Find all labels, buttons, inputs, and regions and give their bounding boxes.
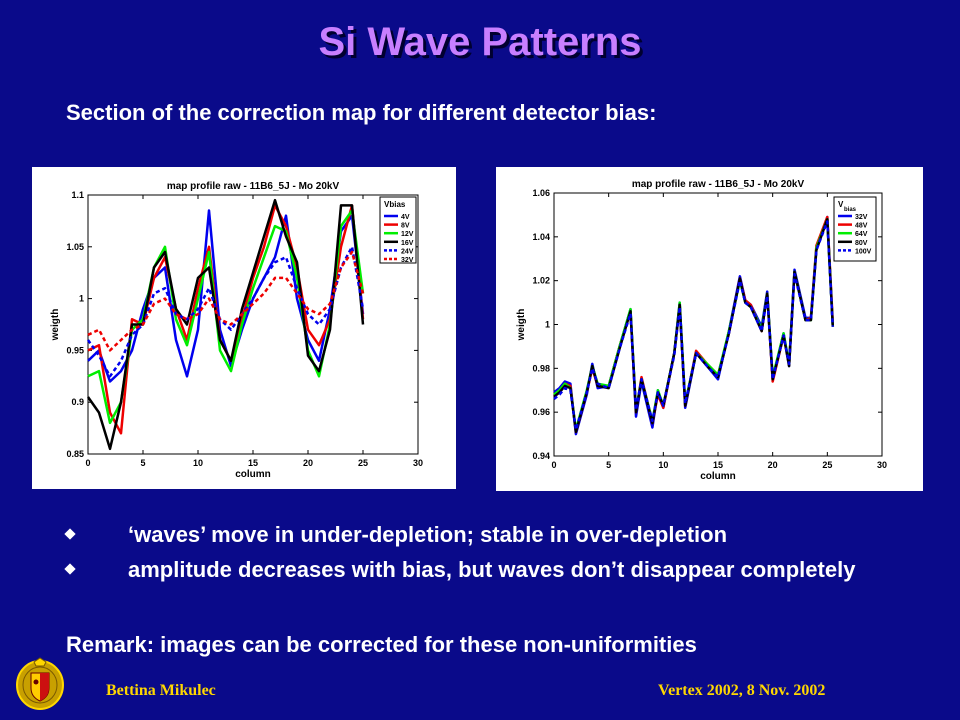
y-axis-label: weigth: [516, 309, 527, 342]
university-seal-logo-icon: [16, 657, 64, 710]
y-tick-label: 1.1: [71, 190, 84, 200]
y-tick-label: 1: [79, 294, 84, 304]
x-tick-label: 20: [303, 458, 313, 468]
footer-author: Bettina Mikulec: [106, 682, 216, 699]
legend-title: V: [838, 200, 844, 209]
x-tick-label: 15: [248, 458, 258, 468]
y-tick-label: 1.02: [532, 276, 550, 286]
y-tick-label: 1: [545, 320, 550, 330]
slide-subtitle: Section of the correction map for differ…: [66, 100, 657, 125]
x-tick-label: 15: [713, 460, 723, 470]
chart-right: map profile raw - 11B6_5J - Mo 20kV 0 5 10 1…: [516, 179, 887, 482]
legend-entry: 4V: [401, 214, 410, 221]
x-tick-label: 30: [413, 458, 423, 468]
chart-left: map profile raw - 11B6_5J - Mo 20kV 0 5 10 1…: [50, 181, 423, 480]
chart-left-panel: map profile raw - 11B6_5J - Mo 20kV 0 5 10 1…: [32, 167, 456, 489]
legend-entry: 32V: [855, 214, 868, 221]
x-tick-label: 30: [877, 460, 887, 470]
x-tick-label: 10: [193, 458, 203, 468]
legend-entry: 16V: [401, 240, 414, 247]
y-tick-label: 1.05: [66, 242, 84, 252]
x-tick-label: 5: [140, 458, 145, 468]
chart-title: map profile raw - 11B6_5J - Mo 20kV: [632, 179, 805, 190]
x-tick-label: 20: [768, 460, 778, 470]
y-tick-label: 0.9: [71, 397, 84, 407]
legend-entry: 24V: [401, 248, 414, 255]
y-tick-label: 0.85: [66, 449, 84, 459]
series-line-16V: [86, 198, 365, 451]
y-tick-label: 1.04: [532, 232, 550, 242]
footer-event: Vertex 2002, 8 Nov. 2002: [658, 682, 826, 699]
bullet-list: ‘waves’ move in under-depletion; stable …: [64, 522, 926, 592]
y-tick-label: 0.94: [532, 451, 550, 461]
y-tick-label: 0.96: [532, 407, 550, 417]
legend-title-subscript: bias: [844, 207, 857, 213]
x-tick-label: 25: [822, 460, 832, 470]
bullet-text: ‘waves’ move in under-depletion; stable …: [128, 522, 728, 547]
bullet-item: amplitude decreases with bias, but waves…: [64, 557, 926, 582]
legend-title: Vbias: [384, 200, 406, 209]
legend-entry: 100V: [855, 248, 872, 255]
chart-right-panel: map profile raw - 11B6_5J - Mo 20kV 0 5 10 1…: [496, 167, 923, 491]
diamond-bullet-icon: [64, 563, 76, 575]
y-tick-label: 0.95: [66, 345, 84, 355]
x-axis-label: column: [235, 469, 271, 480]
legend-entry: 64V: [855, 231, 868, 238]
series-line-24V: [86, 245, 365, 378]
bullet-text: amplitude decreases with bias, but waves…: [128, 557, 856, 582]
x-tick-label: 0: [85, 458, 90, 468]
series-line-12V: [87, 209, 365, 425]
legend-entry: 48V: [855, 223, 868, 230]
x-axis-label: column: [700, 471, 736, 482]
bullet-item: ‘waves’ move in under-depletion; stable …: [64, 522, 926, 547]
x-tick-label: 0: [551, 460, 556, 470]
legend-entry: 32V: [401, 257, 414, 264]
legend-entry: 80V: [855, 240, 868, 247]
series-line-32V: [87, 250, 365, 352]
remark-text: Remark: images can be corrected for thes…: [66, 632, 697, 657]
chart-title: map profile raw - 11B6_5J - Mo 20kV: [167, 181, 340, 192]
x-tick-label: 10: [658, 460, 668, 470]
x-tick-label: 5: [606, 460, 611, 470]
diamond-bullet-icon: [64, 528, 76, 540]
x-tick-label: 25: [358, 458, 368, 468]
legend-entry: 12V: [401, 231, 414, 238]
slide-title: Si Wave Patterns: [318, 20, 642, 64]
y-axis-label: weigth: [50, 309, 61, 342]
series-line-100V: [553, 220, 835, 431]
legend-entry: 8V: [401, 223, 410, 230]
series-line-80V: [553, 218, 835, 434]
legend-box: [379, 196, 417, 264]
y-tick-label: 0.98: [532, 363, 550, 373]
y-tick-label: 1.06: [532, 188, 550, 198]
